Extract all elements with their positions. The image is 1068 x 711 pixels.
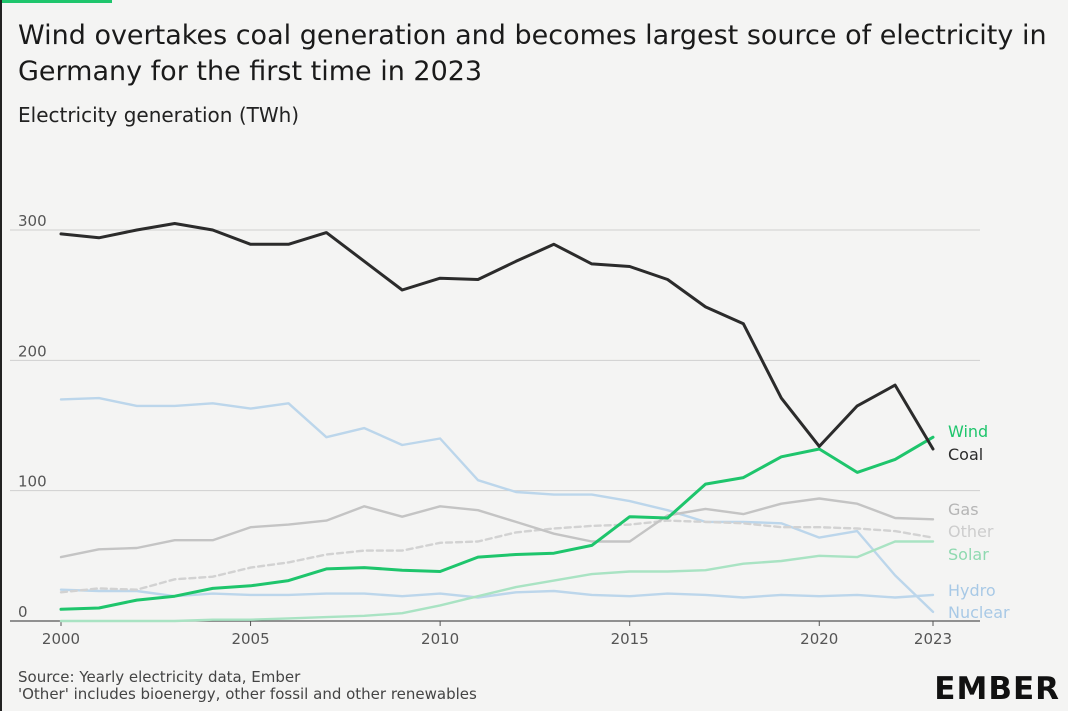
series-label-coal: Coal <box>948 445 983 464</box>
series-label-gas: Gas <box>948 500 979 519</box>
line-chart: 0 100 200 300 2000 2005 2010 2015 2020 2023 Wind Co… <box>10 212 1010 648</box>
chart-subtitle: Electricity generation (TWh) <box>18 103 300 127</box>
y-tick-label-0: 0 <box>18 603 28 621</box>
x-tick-label-2005: 2005 <box>231 630 269 648</box>
left-edge-border <box>0 0 2 711</box>
x-tick-label-2010: 2010 <box>421 630 459 648</box>
series-line-coal <box>59 222 935 451</box>
source-note: Source: Yearly electricity data, Ember <box>18 668 301 686</box>
chart-title: Wind overtakes coal generation and becom… <box>18 20 1047 87</box>
y-tick-label-200: 200 <box>18 342 47 360</box>
x-tick-label-2000: 2000 <box>42 630 80 648</box>
y-tick-label-300: 300 <box>18 212 47 230</box>
series-line-nuclear <box>59 396 935 614</box>
series-label-wind: Wind <box>948 422 988 441</box>
series-line-hydro <box>59 588 935 599</box>
series-label-nuclear: Nuclear <box>948 603 1010 622</box>
series-line-wind <box>59 435 935 611</box>
other-definition-note: 'Other' includes bioenergy, other fossil… <box>18 685 477 703</box>
series-line-gas <box>59 497 935 559</box>
footer: Source: Yearly electricity data, Ember '… <box>18 669 477 703</box>
y-tick-label-100: 100 <box>18 473 47 491</box>
accent-bar <box>0 0 112 3</box>
x-tick-label-2020: 2020 <box>800 630 838 648</box>
series-label-hydro: Hydro <box>948 581 996 600</box>
series-label-other: Other <box>948 522 994 541</box>
x-tick-label-2023: 2023 <box>914 630 952 648</box>
ember-logo: EMBER <box>934 671 1060 707</box>
series-line-other <box>59 519 935 594</box>
x-tick-label-2015: 2015 <box>611 630 649 648</box>
series-line-solar <box>59 540 935 623</box>
series-label-solar: Solar <box>948 545 989 564</box>
